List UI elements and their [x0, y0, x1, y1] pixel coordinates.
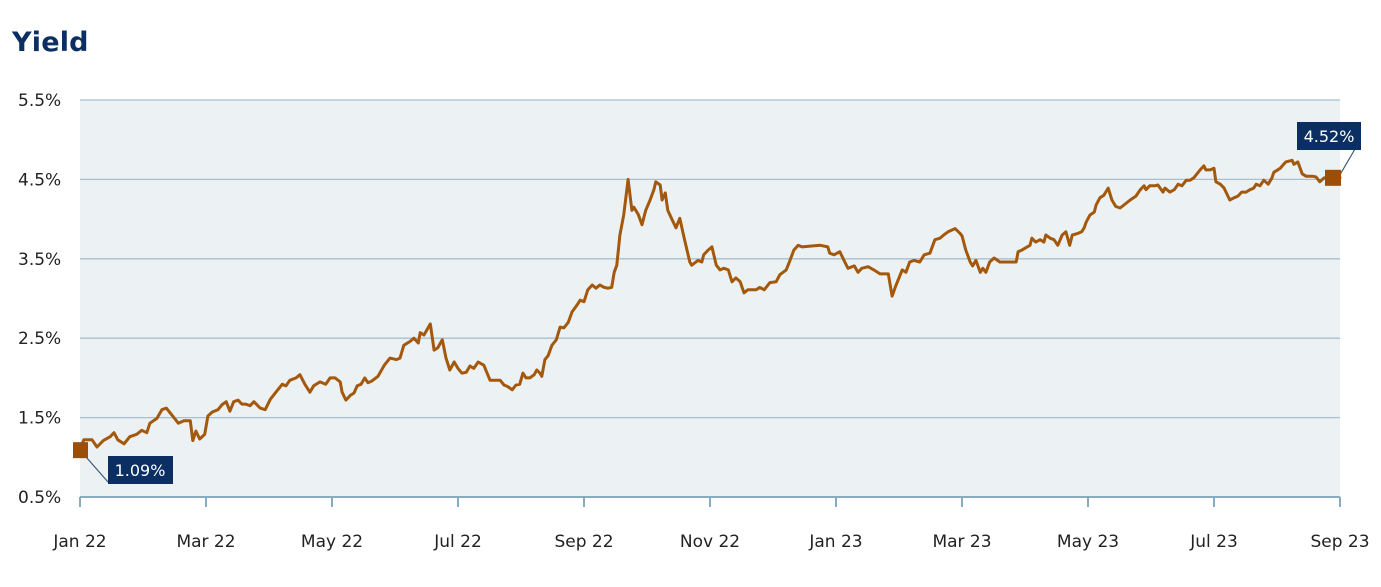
x-tick-label: Nov 22	[680, 532, 740, 552]
x-tick-label: May 22	[301, 532, 363, 552]
end-value-label: 4.52%	[1304, 127, 1355, 146]
x-tick-label: Mar 23	[932, 532, 991, 552]
x-tick-label: Jan 23	[808, 532, 862, 552]
yield-line	[78, 158, 1342, 452]
start-point-marker	[73, 442, 88, 459]
x-tick-label: Jul 23	[1189, 532, 1238, 552]
end-label-box	[1297, 122, 1361, 150]
y-tick-label: 5.5%	[18, 91, 61, 111]
x-tick-label: Sep 23	[1310, 532, 1369, 552]
y-axis-labels: 0.5% 1.5% 2.5% 3.5% 4.5% 5.5%	[18, 91, 61, 508]
x-tick-label: May 23	[1057, 532, 1119, 552]
start-label-box	[108, 456, 173, 484]
x-tick-label: Sep 22	[554, 532, 613, 552]
chart-title: Yield	[12, 27, 89, 58]
end-point-marker	[1325, 169, 1341, 186]
start-value-callout: 1.09%	[73, 442, 173, 484]
plot-area	[80, 100, 1340, 497]
x-axis: Jan 22 Mar 22 May 22 Jul 22 Sep 22 Nov 22 Jan …	[52, 496, 1370, 552]
y-tick-label: 0.5%	[18, 488, 61, 508]
y-tick-label: 4.5%	[18, 170, 61, 190]
x-tick-label: Mar 22	[176, 532, 235, 552]
end-value-callout: 4.52%	[1297, 122, 1361, 186]
x-tick-label: Jul 22	[433, 532, 482, 552]
x-tick-label: Jan 22	[52, 532, 106, 552]
y-tick-label: 3.5%	[18, 250, 61, 270]
y-tick-label: 2.5%	[18, 329, 61, 349]
start-value-label: 1.09%	[115, 461, 166, 480]
y-tick-label: 1.5%	[18, 409, 61, 429]
gridlines	[80, 99, 1340, 419]
